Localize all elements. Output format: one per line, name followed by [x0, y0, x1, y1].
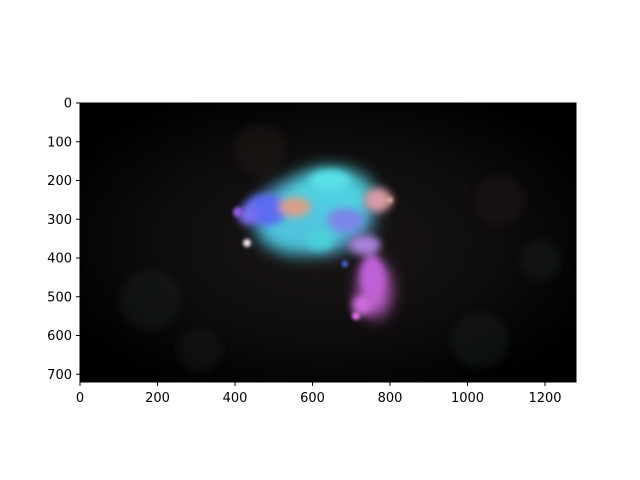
x-tick-label: 600	[300, 391, 325, 406]
y-tick-label: 400	[47, 252, 72, 267]
y-tick-label: 200	[47, 174, 72, 189]
x-axis: 0 200 400 600 800 1000 1200	[76, 382, 562, 406]
plot-image	[80, 103, 576, 382]
y-tick-label: 600	[47, 329, 72, 344]
x-tick-label: 1000	[451, 391, 484, 406]
x-tick-label: 0	[76, 391, 84, 406]
x-tick-label: 1200	[528, 391, 561, 406]
x-tick-label: 400	[223, 391, 248, 406]
y-tick-label: 700	[47, 368, 72, 383]
x-tick-label: 800	[378, 391, 403, 406]
y-tick-label: 100	[47, 135, 72, 150]
y-tick-label: 500	[47, 290, 72, 305]
y-axis: 0 100 200 300 400 500 600 700	[47, 97, 80, 383]
axes-frame	[79, 102, 577, 383]
y-tick-label: 300	[47, 213, 72, 228]
y-tick-label: 0	[64, 97, 72, 112]
background-noise	[120, 124, 560, 372]
cell-blob	[233, 167, 393, 320]
x-tick-label: 200	[145, 391, 170, 406]
